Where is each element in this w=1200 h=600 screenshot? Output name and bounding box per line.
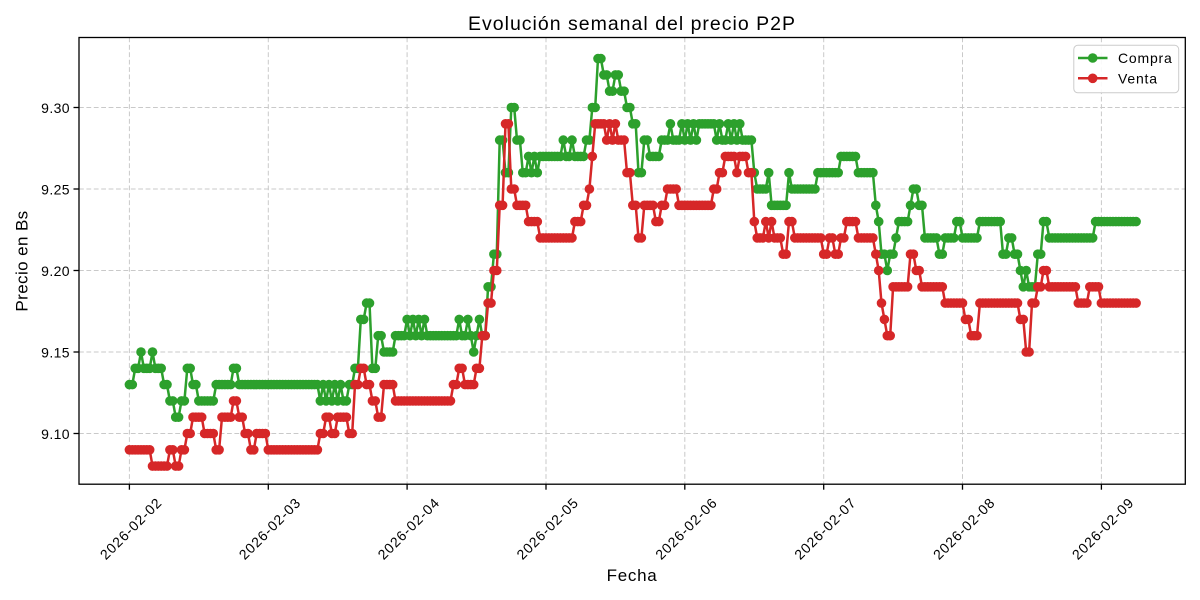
svg-text:Fecha: Fecha [607,566,658,585]
svg-text:9.15: 9.15 [41,345,70,361]
svg-text:9.25: 9.25 [41,182,70,198]
svg-text:Evolución semanal del precio P: Evolución semanal del precio P2P [468,13,796,35]
svg-text:9.30: 9.30 [41,100,70,116]
svg-text:Venta: Venta [1118,70,1158,86]
svg-text:Compra: Compra [1118,50,1173,66]
svg-text:9.20: 9.20 [41,263,70,279]
svg-text:Precio en Bs: Precio en Bs [13,210,32,311]
svg-text:9.10: 9.10 [41,426,70,442]
